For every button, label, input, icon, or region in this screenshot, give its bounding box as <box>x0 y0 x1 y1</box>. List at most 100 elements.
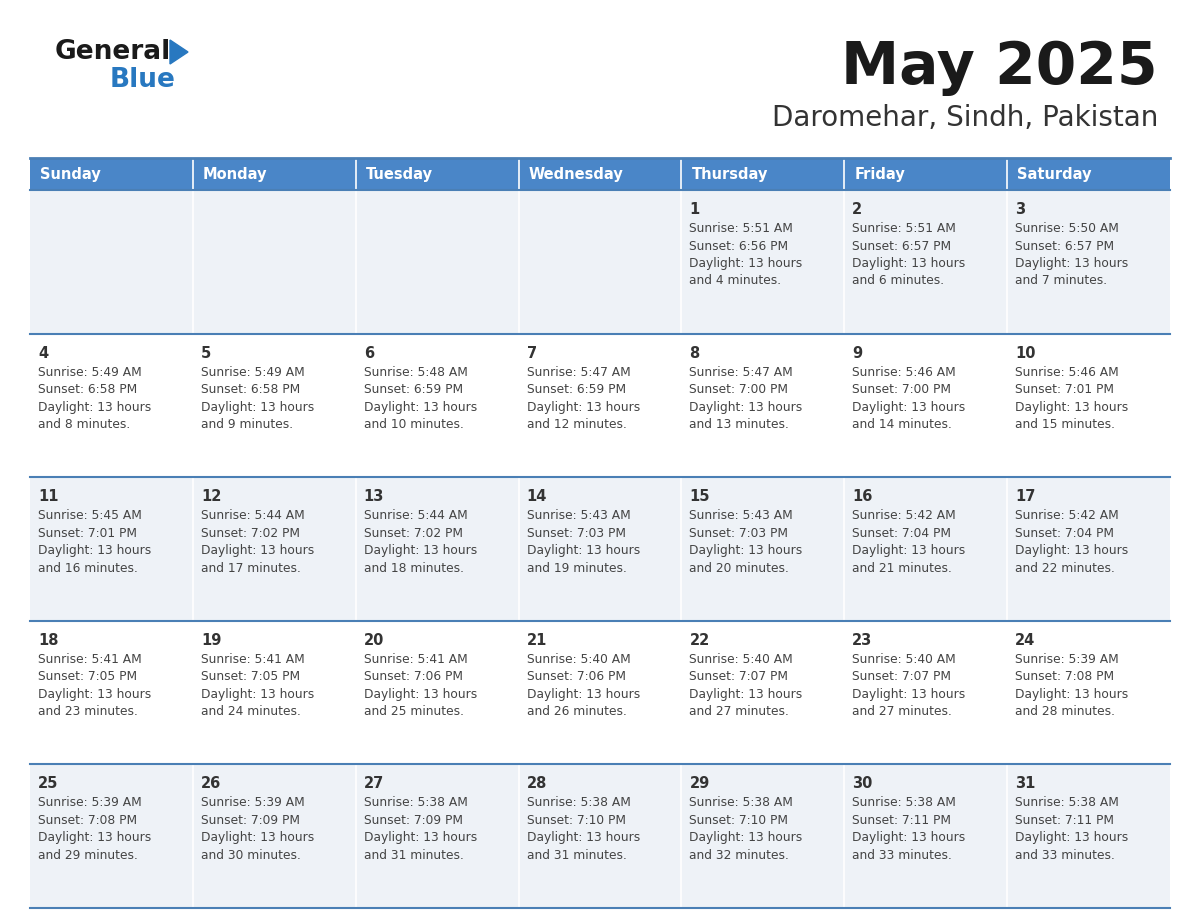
Text: 30: 30 <box>852 777 873 791</box>
Bar <box>519 765 682 908</box>
Text: 13: 13 <box>364 489 384 504</box>
Text: and 20 minutes.: and 20 minutes. <box>689 562 789 575</box>
Text: Daylight: 13 hours: Daylight: 13 hours <box>1015 400 1129 414</box>
Bar <box>1007 333 1170 477</box>
Bar <box>682 621 845 765</box>
Bar <box>192 477 355 621</box>
Text: and 7 minutes.: and 7 minutes. <box>1015 274 1107 287</box>
Text: Sunset: 6:58 PM: Sunset: 6:58 PM <box>38 383 138 396</box>
Text: 1: 1 <box>689 202 700 217</box>
Text: and 24 minutes.: and 24 minutes. <box>201 705 301 718</box>
Text: Sunrise: 5:49 AM: Sunrise: 5:49 AM <box>201 365 304 378</box>
Bar <box>1007 477 1170 621</box>
Text: Sunset: 7:08 PM: Sunset: 7:08 PM <box>38 814 137 827</box>
Text: Sunrise: 5:51 AM: Sunrise: 5:51 AM <box>852 222 956 235</box>
Text: and 28 minutes.: and 28 minutes. <box>1015 705 1116 718</box>
Text: and 8 minutes.: and 8 minutes. <box>38 418 131 431</box>
Text: 17: 17 <box>1015 489 1036 504</box>
Text: Sunrise: 5:45 AM: Sunrise: 5:45 AM <box>38 509 141 522</box>
Text: Sunrise: 5:48 AM: Sunrise: 5:48 AM <box>364 365 468 378</box>
Text: Sunset: 6:59 PM: Sunset: 6:59 PM <box>364 383 463 396</box>
Text: and 32 minutes.: and 32 minutes. <box>689 849 789 862</box>
Text: 5: 5 <box>201 345 211 361</box>
Text: and 31 minutes.: and 31 minutes. <box>526 849 626 862</box>
Text: Sunrise: 5:40 AM: Sunrise: 5:40 AM <box>852 653 956 666</box>
Text: Blue: Blue <box>110 67 176 93</box>
Bar <box>682 190 845 333</box>
Text: Sunrise: 5:39 AM: Sunrise: 5:39 AM <box>38 797 141 810</box>
Text: 14: 14 <box>526 489 546 504</box>
Text: Sunset: 7:02 PM: Sunset: 7:02 PM <box>201 527 299 540</box>
Text: 27: 27 <box>364 777 384 791</box>
Bar <box>30 190 192 333</box>
Text: Sunset: 6:57 PM: Sunset: 6:57 PM <box>1015 240 1114 252</box>
Text: Sunrise: 5:38 AM: Sunrise: 5:38 AM <box>689 797 794 810</box>
Text: Sunset: 7:10 PM: Sunset: 7:10 PM <box>526 814 626 827</box>
Bar <box>355 158 519 190</box>
Text: and 25 minutes.: and 25 minutes. <box>364 705 463 718</box>
Text: General: General <box>55 39 171 65</box>
Text: Daylight: 13 hours: Daylight: 13 hours <box>38 544 151 557</box>
Text: Sunrise: 5:47 AM: Sunrise: 5:47 AM <box>689 365 794 378</box>
Text: Sunset: 6:58 PM: Sunset: 6:58 PM <box>201 383 301 396</box>
Text: Sunset: 7:11 PM: Sunset: 7:11 PM <box>852 814 952 827</box>
Text: 28: 28 <box>526 777 546 791</box>
Text: Daylight: 13 hours: Daylight: 13 hours <box>201 400 314 414</box>
Text: and 26 minutes.: and 26 minutes. <box>526 705 626 718</box>
Text: Sunrise: 5:38 AM: Sunrise: 5:38 AM <box>364 797 468 810</box>
Text: 9: 9 <box>852 345 862 361</box>
Text: Sunset: 7:03 PM: Sunset: 7:03 PM <box>689 527 789 540</box>
Text: Daylight: 13 hours: Daylight: 13 hours <box>689 688 803 700</box>
Text: and 16 minutes.: and 16 minutes. <box>38 562 138 575</box>
Bar <box>355 190 519 333</box>
Text: Daylight: 13 hours: Daylight: 13 hours <box>526 688 640 700</box>
Text: 31: 31 <box>1015 777 1036 791</box>
Text: Sunset: 7:04 PM: Sunset: 7:04 PM <box>852 527 952 540</box>
Text: 6: 6 <box>364 345 374 361</box>
Bar <box>192 333 355 477</box>
Text: Sunset: 7:00 PM: Sunset: 7:00 PM <box>689 383 789 396</box>
Bar <box>30 621 192 765</box>
Text: Sunset: 7:00 PM: Sunset: 7:00 PM <box>852 383 952 396</box>
Text: Daylight: 13 hours: Daylight: 13 hours <box>689 257 803 270</box>
Bar <box>30 333 192 477</box>
Text: 7: 7 <box>526 345 537 361</box>
Text: 26: 26 <box>201 777 221 791</box>
Bar <box>519 621 682 765</box>
Text: and 33 minutes.: and 33 minutes. <box>1015 849 1116 862</box>
Text: and 4 minutes.: and 4 minutes. <box>689 274 782 287</box>
Bar <box>519 477 682 621</box>
Text: Daylight: 13 hours: Daylight: 13 hours <box>526 832 640 845</box>
Text: Saturday: Saturday <box>1017 166 1092 182</box>
Text: 19: 19 <box>201 633 221 648</box>
Text: and 12 minutes.: and 12 minutes. <box>526 418 626 431</box>
Bar <box>845 477 1007 621</box>
Text: Sunset: 7:07 PM: Sunset: 7:07 PM <box>852 670 952 683</box>
Text: Sunrise: 5:43 AM: Sunrise: 5:43 AM <box>689 509 794 522</box>
Text: Daylight: 13 hours: Daylight: 13 hours <box>38 688 151 700</box>
Text: Daylight: 13 hours: Daylight: 13 hours <box>852 400 966 414</box>
Bar <box>30 765 192 908</box>
Text: 2: 2 <box>852 202 862 217</box>
Text: Sunset: 7:06 PM: Sunset: 7:06 PM <box>364 670 462 683</box>
Text: Sunset: 7:08 PM: Sunset: 7:08 PM <box>1015 670 1114 683</box>
Text: Daylight: 13 hours: Daylight: 13 hours <box>526 400 640 414</box>
Text: and 21 minutes.: and 21 minutes. <box>852 562 952 575</box>
Text: 15: 15 <box>689 489 710 504</box>
Text: Sunset: 7:03 PM: Sunset: 7:03 PM <box>526 527 626 540</box>
Text: Sunrise: 5:46 AM: Sunrise: 5:46 AM <box>852 365 956 378</box>
Text: 25: 25 <box>38 777 58 791</box>
Text: Thursday: Thursday <box>691 166 767 182</box>
Text: Tuesday: Tuesday <box>366 166 432 182</box>
Text: Sunrise: 5:42 AM: Sunrise: 5:42 AM <box>852 509 956 522</box>
Text: and 27 minutes.: and 27 minutes. <box>689 705 789 718</box>
Text: Sunset: 7:09 PM: Sunset: 7:09 PM <box>201 814 299 827</box>
Text: Daylight: 13 hours: Daylight: 13 hours <box>201 832 314 845</box>
Text: Daylight: 13 hours: Daylight: 13 hours <box>364 832 476 845</box>
Text: Daylight: 13 hours: Daylight: 13 hours <box>1015 544 1129 557</box>
Text: and 29 minutes.: and 29 minutes. <box>38 849 138 862</box>
Text: Sunrise: 5:41 AM: Sunrise: 5:41 AM <box>364 653 467 666</box>
Bar <box>192 621 355 765</box>
Bar <box>355 477 519 621</box>
Text: Sunrise: 5:46 AM: Sunrise: 5:46 AM <box>1015 365 1119 378</box>
